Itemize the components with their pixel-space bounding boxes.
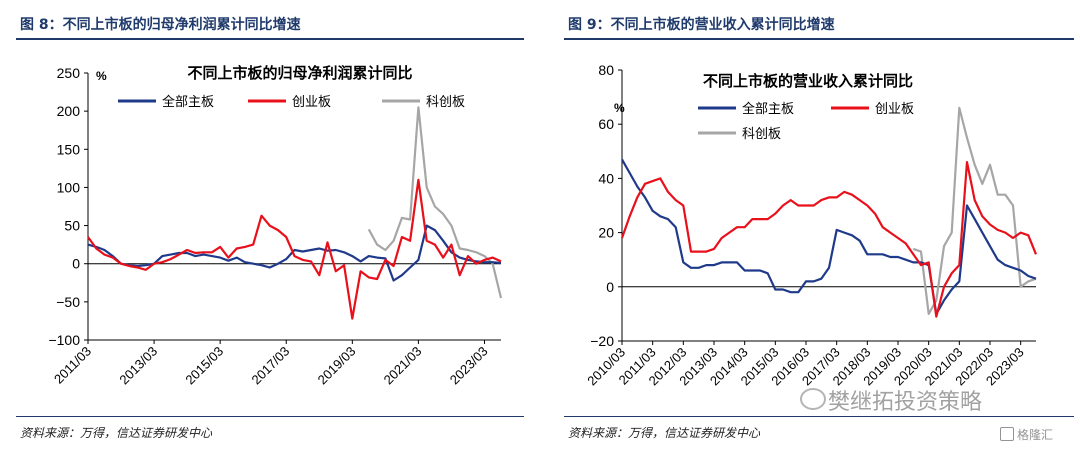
unit-label: % — [614, 101, 625, 115]
series-line-0 — [621, 158, 1037, 315]
series-line-2 — [367, 106, 503, 299]
title-rule — [16, 38, 524, 40]
revenue-growth-chart: −200204060802010/032011/032012/032013/03… — [584, 62, 1038, 388]
x-tick-label: 2015/03 — [182, 344, 226, 388]
x-tick-label: 2023/03 — [447, 344, 491, 388]
y-tick-label: −20 — [590, 333, 614, 349]
net-profit-growth-chart: −100 −50 0 50 100 150 200 250 2011/03 2013/03 2015… — [48, 64, 503, 388]
x-tick-label: 2011/03 — [51, 344, 94, 387]
figure-title: 图 8：不同上市板的归母净利润累计同比增速 — [20, 17, 301, 33]
legend-label: 创业板 — [292, 95, 331, 110]
legend-label: 科创板 — [426, 95, 465, 110]
y-tick-label: 80 — [598, 62, 614, 78]
y-tick-label: 250 — [57, 65, 81, 81]
y-tick-label: 20 — [598, 225, 614, 241]
x-tick-label: 2019/03 — [315, 344, 359, 388]
x-tick-label: 2013/03 — [116, 344, 160, 388]
figure-title: 图 9：不同上市板的营业收入累计同比增速 — [568, 17, 835, 33]
source-rule — [564, 416, 1074, 417]
y-tick-label: 60 — [598, 116, 614, 132]
chart-title: 不同上市板的归母净利润累计同比 — [187, 64, 412, 82]
wechat-icon — [800, 388, 826, 410]
watermark-text: 樊继拓投资策略 — [828, 390, 983, 415]
x-tick-label: 2017/03 — [249, 344, 293, 388]
legend-label: 创业板 — [875, 102, 914, 117]
brand-logo: 格隆汇 — [1000, 426, 1053, 443]
source-rule — [16, 416, 524, 417]
title-rule — [564, 38, 1074, 40]
y-tick-label: 100 — [57, 179, 81, 195]
unit-label: % — [96, 69, 107, 83]
y-tick-label: 50 — [64, 218, 80, 234]
source-note: 资料来源：万得，信达证券研发中心 — [568, 426, 761, 440]
source-note: 资料来源：万得，信达证券研发中心 — [20, 426, 213, 440]
series-line-1 — [87, 178, 502, 320]
series-line-1 — [620, 161, 1038, 318]
y-tick-label: −100 — [48, 332, 80, 348]
legend-label: 全部主板 — [162, 94, 214, 110]
y-tick-label: 0 — [72, 256, 80, 272]
legend-label: 科创板 — [742, 127, 781, 142]
left-figure-panel: 图 8：不同上市板的归母净利润累计同比增速 −100 −50 0 50 100 150 20… — [0, 0, 530, 450]
y-tick-label: 150 — [57, 141, 81, 157]
chart-title: 不同上市板的营业收入累计同比 — [703, 72, 913, 90]
y-tick-label: −50 — [56, 294, 80, 310]
series-line-0 — [87, 224, 502, 282]
y-tick-label: 200 — [57, 103, 81, 119]
brand-icon — [1000, 427, 1014, 441]
x-tick-label: 2021/03 — [381, 344, 425, 388]
y-tick-label: 0 — [606, 279, 614, 295]
y-tick-label: 40 — [598, 170, 614, 186]
brand-name: 格隆汇 — [1017, 428, 1054, 442]
legend-label: 全部主板 — [742, 101, 794, 117]
right-figure-panel: 图 9：不同上市板的营业收入累计同比增速 −20 0 20 40 60 80 2010/03… — [548, 0, 1080, 450]
